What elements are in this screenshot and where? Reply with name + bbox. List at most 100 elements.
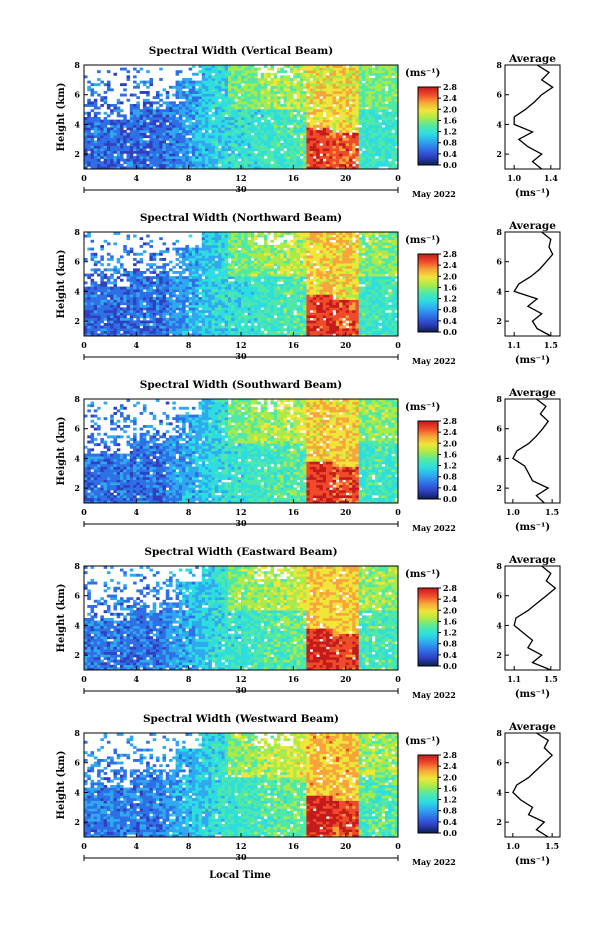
- heatmap-cell: [178, 85, 183, 89]
- heatmap-cell: [155, 286, 160, 290]
- heatmap-cell: [172, 166, 176, 170]
- heatmap-cell: [257, 247, 261, 251]
- heatmap-cell: [113, 284, 118, 287]
- heatmap-cell: [205, 242, 209, 246]
- heatmap-cell: [227, 158, 232, 162]
- heatmap-cell: [394, 106, 399, 110]
- heatmap-cell: [214, 145, 219, 149]
- heatmap-cell: [136, 143, 140, 146]
- heatmap-cell: [133, 328, 137, 332]
- heatmap-cell: [283, 140, 288, 144]
- heatmap-cell: [139, 137, 144, 141]
- heatmap-cell: [381, 137, 386, 141]
- heatmap-cell: [119, 265, 124, 269]
- heatmap-cell: [270, 156, 275, 159]
- heatmap-cell: [142, 130, 147, 133]
- heatmap-cell: [358, 130, 363, 133]
- heatmap-cell: [116, 333, 121, 337]
- heatmap-cell: [205, 117, 209, 120]
- heatmap-cell: [254, 315, 258, 319]
- heatmap-cell: [352, 67, 356, 71]
- heatmap-cell: [280, 91, 284, 94]
- heatmap-cell: [152, 145, 157, 149]
- heatmap-cell: [254, 304, 258, 308]
- heatmap-cell: [146, 289, 150, 293]
- heatmap-cell: [365, 130, 369, 133]
- heatmap-cell: [368, 122, 373, 126]
- heatmap-cell: [191, 312, 196, 316]
- heatmap-cell: [87, 130, 91, 133]
- heatmap-cell: [241, 85, 245, 89]
- heatmap-cell: [260, 153, 265, 157]
- heatmap-cell: [129, 291, 134, 295]
- heatmap-cell: [162, 130, 167, 133]
- heatmap-cell: [257, 260, 261, 264]
- heatmap-cell: [175, 130, 180, 133]
- heatmap-cell: [371, 67, 376, 71]
- heatmap-cell: [198, 284, 203, 287]
- heatmap-cell: [169, 124, 173, 128]
- heatmap-cell: [110, 127, 114, 131]
- heatmap-cell: [198, 93, 203, 97]
- heatmap-cell: [286, 150, 291, 154]
- heatmap-cell: [342, 127, 346, 131]
- heatmap-cell: [142, 297, 147, 300]
- heatmap-cell: [146, 153, 150, 157]
- heatmap-cell: [191, 140, 196, 144]
- heatmap-cell: [247, 106, 252, 110]
- heatmap-cell: [165, 299, 170, 303]
- heatmap-cell: [191, 315, 196, 319]
- heatmap-cell: [247, 310, 252, 313]
- heatmap-cell: [106, 145, 111, 149]
- heatmap-cell: [93, 148, 98, 152]
- heatmap-cell: [332, 145, 337, 149]
- heatmap-cell: [178, 166, 183, 170]
- heatmap-cell: [165, 312, 170, 316]
- heatmap-cell: [247, 137, 252, 141]
- heatmap-cell: [319, 106, 324, 110]
- heatmap-cell: [198, 132, 203, 136]
- heatmap-cell: [250, 153, 255, 157]
- heatmap-cell: [172, 109, 176, 113]
- heatmap-cell: [254, 111, 258, 115]
- heatmap-cell: [237, 304, 242, 308]
- heatmap-cell: [254, 328, 258, 332]
- heatmap-cell: [254, 291, 258, 295]
- heatmap-cell: [375, 109, 379, 113]
- heatmap-cell: [208, 67, 212, 71]
- heatmap-cell: [106, 312, 111, 316]
- heatmap-cell: [159, 307, 163, 311]
- heatmap-cell: [182, 250, 186, 254]
- heatmap-cell: [201, 93, 206, 97]
- heatmap-cell: [221, 250, 225, 254]
- heatmap-cell: [97, 323, 101, 326]
- heatmap-cell: [394, 98, 399, 102]
- heatmap-cell: [218, 325, 222, 329]
- heatmap-cell: [312, 137, 317, 141]
- heatmap-cell: [136, 312, 140, 316]
- heatmap-cell: [198, 96, 203, 100]
- heatmap-cell: [84, 140, 88, 144]
- heatmap-cell: [326, 156, 330, 159]
- heatmap-cell: [126, 132, 131, 136]
- heatmap-cell: [273, 75, 278, 79]
- heatmap-cell: [319, 145, 324, 149]
- heatmap-cell: [175, 258, 180, 261]
- heatmap-cell: [146, 145, 150, 149]
- heatmap-cell: [182, 333, 186, 337]
- heatmap-cell: [195, 83, 199, 87]
- heatmap-cell: [126, 299, 131, 303]
- heatmap-cell: [326, 93, 330, 97]
- heatmap-cell: [375, 166, 379, 170]
- heatmap-cell: [368, 140, 373, 144]
- heatmap-cell: [339, 117, 343, 120]
- heatmap-cell: [257, 271, 261, 274]
- heatmap-cell: [244, 70, 248, 74]
- heatmap-cell: [172, 281, 176, 285]
- heatmap-cell: [234, 239, 239, 243]
- heatmap-cell: [162, 317, 167, 321]
- heatmap-cell: [116, 299, 121, 303]
- heatmap-cell: [152, 268, 157, 272]
- heatmap-cell: [149, 166, 153, 170]
- heatmap-cell: [169, 299, 173, 303]
